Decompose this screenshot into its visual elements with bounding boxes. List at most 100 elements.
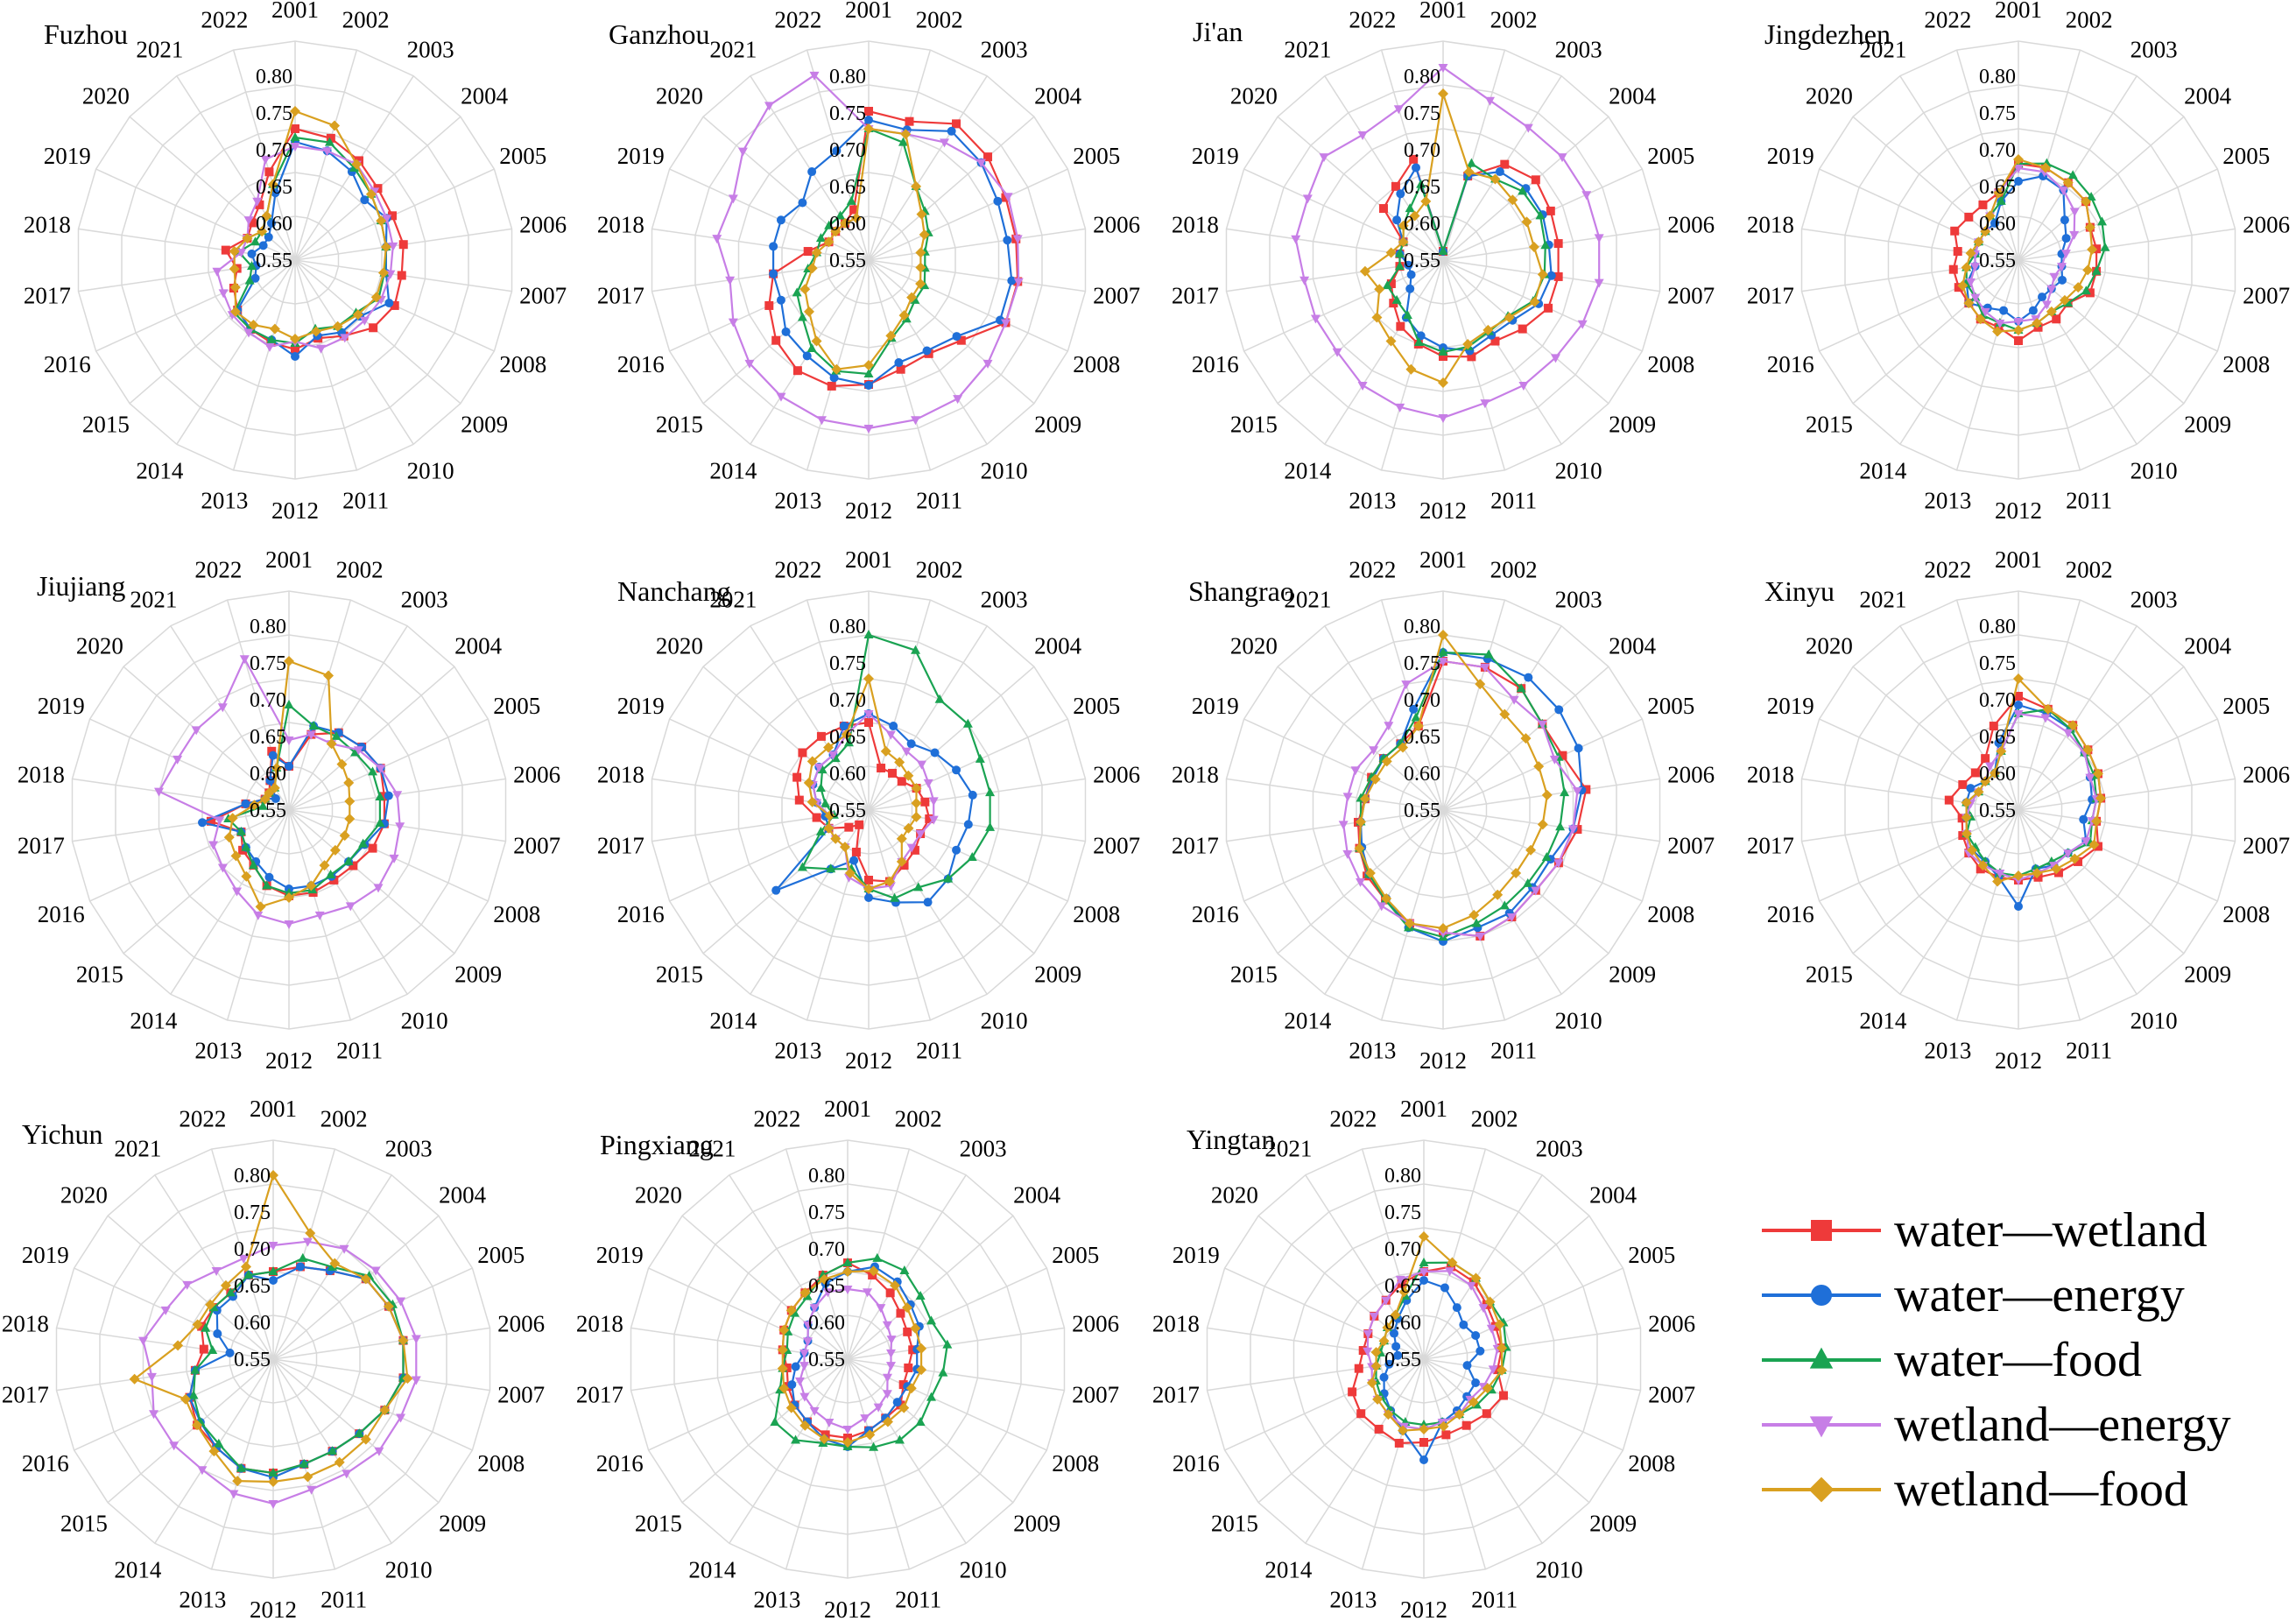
year-label: 2021: [1859, 36, 1906, 62]
year-label: 2011: [916, 487, 962, 513]
data-point: [1546, 271, 1556, 280]
data-point: [1478, 1304, 1489, 1314]
data-point: [1485, 96, 1496, 106]
grid-spoke: [1224, 1358, 1425, 1451]
year-label: 2010: [1555, 1008, 1602, 1034]
data-point: [792, 366, 802, 376]
grid-spoke: [2018, 228, 2236, 261]
data-point: [1299, 276, 1310, 285]
data-point: [1412, 163, 1421, 173]
year-label: 2012: [824, 1596, 871, 1621]
data-point: [1555, 821, 1566, 831]
data-point: [934, 694, 945, 703]
year-label: 2013: [1329, 1586, 1377, 1612]
data-point: [1554, 705, 1564, 715]
data-point: [295, 1262, 305, 1272]
data-point: [344, 813, 356, 824]
year-label: 2016: [1192, 901, 1239, 927]
grid-spoke: [2018, 809, 2185, 955]
year-label: 2014: [1284, 458, 1332, 484]
data-point: [911, 783, 922, 794]
grid-spoke: [1801, 259, 2019, 292]
data-point: [1535, 210, 1546, 220]
data-point: [1506, 913, 1517, 922]
data-point: [2067, 170, 2078, 180]
data-point: [1483, 324, 1494, 335]
year-label: 2013: [1924, 487, 1971, 513]
data-point: [232, 1476, 243, 1487]
year-label: 2002: [2066, 557, 2113, 583]
year-label: 2011: [895, 1586, 941, 1612]
data-point: [886, 1336, 897, 1345]
data-point: [264, 787, 275, 799]
year-label: 2018: [1747, 761, 1794, 787]
year-label: 2001: [1419, 0, 1467, 23]
year-label: 2002: [342, 7, 390, 33]
data-point: [351, 159, 363, 170]
data-point: [305, 1228, 316, 1239]
year-label: 2015: [1230, 411, 1278, 437]
data-point: [2013, 673, 2024, 684]
legend-label: water—food: [1894, 1333, 2142, 1387]
year-label: 2005: [1073, 693, 1120, 719]
data-point: [1995, 319, 2005, 328]
data-point: [885, 730, 896, 740]
year-label: 2012: [1419, 497, 1467, 524]
data-point: [1405, 363, 1417, 375]
data-point: [236, 1462, 246, 1472]
data-point: [1419, 1438, 1428, 1447]
data-point: [1544, 303, 1553, 313]
data-point: [900, 129, 912, 140]
year-label: 2017: [2, 1382, 49, 1408]
grid-spoke: [1423, 1358, 1590, 1504]
legend-label: water—energy: [1894, 1268, 2185, 1322]
year-label: 2014: [1284, 1008, 1332, 1034]
data-point: [1398, 236, 1409, 248]
data-point: [827, 381, 836, 391]
data-point: [806, 342, 817, 352]
year-label: 2006: [1667, 761, 1715, 787]
data-point: [339, 1244, 349, 1254]
data-point: [180, 1393, 191, 1405]
data-point: [1385, 247, 1397, 258]
data-point: [839, 722, 849, 731]
data-point: [906, 292, 918, 303]
year-label: 2017: [576, 1382, 623, 1408]
year-label: 2001: [845, 0, 892, 23]
grid-spoke: [868, 259, 1086, 292]
tick-label: 0.80: [1404, 616, 1440, 638]
tick-label: 0.65: [1404, 176, 1440, 199]
data-point: [1378, 1336, 1390, 1347]
data-point: [411, 1335, 421, 1344]
grid-spoke: [669, 718, 870, 811]
data-point: [776, 392, 786, 402]
legend-item: wetland—energy: [1762, 1398, 2231, 1452]
data-point: [799, 284, 811, 295]
tick-label: 0.65: [1979, 176, 2016, 199]
data-point: [831, 363, 842, 375]
data-point: [855, 820, 864, 829]
grid-spoke: [1423, 1148, 1487, 1360]
grid-spoke: [1423, 1174, 1543, 1360]
data-point: [411, 1376, 421, 1385]
data-point: [1985, 762, 1996, 772]
tick-label: 0.80: [234, 1165, 271, 1188]
data-point: [227, 813, 238, 824]
data-point: [1438, 246, 1448, 255]
data-point: [1381, 756, 1392, 767]
grid-spoke: [1852, 259, 2019, 405]
data-point: [798, 198, 807, 208]
year-label: 2019: [1767, 693, 1814, 719]
data-point: [238, 1254, 249, 1264]
data-point: [963, 820, 973, 829]
grid-spoke: [1442, 259, 1643, 352]
grid-spoke: [1852, 116, 2019, 261]
data-point: [905, 116, 914, 126]
year-label: 2005: [499, 143, 546, 169]
grid-spoke: [868, 228, 1086, 261]
grid-spoke: [1380, 599, 1444, 811]
data-point: [217, 703, 228, 713]
tick-label: 0.75: [1404, 652, 1440, 675]
data-point: [952, 119, 961, 129]
data-point: [806, 756, 818, 767]
